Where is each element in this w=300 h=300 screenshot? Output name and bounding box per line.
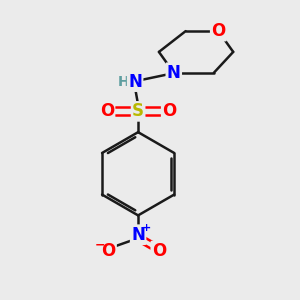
Text: −: − <box>95 238 105 251</box>
Text: +: + <box>142 223 151 233</box>
Text: S: S <box>132 102 144 120</box>
Text: N: N <box>131 226 145 244</box>
Text: N: N <box>128 73 142 91</box>
Text: N: N <box>167 64 181 82</box>
Text: O: O <box>100 102 114 120</box>
Text: H: H <box>118 75 130 88</box>
Text: O: O <box>162 102 176 120</box>
Text: O: O <box>211 22 226 40</box>
Text: O: O <box>152 242 166 260</box>
Text: O: O <box>101 242 116 260</box>
